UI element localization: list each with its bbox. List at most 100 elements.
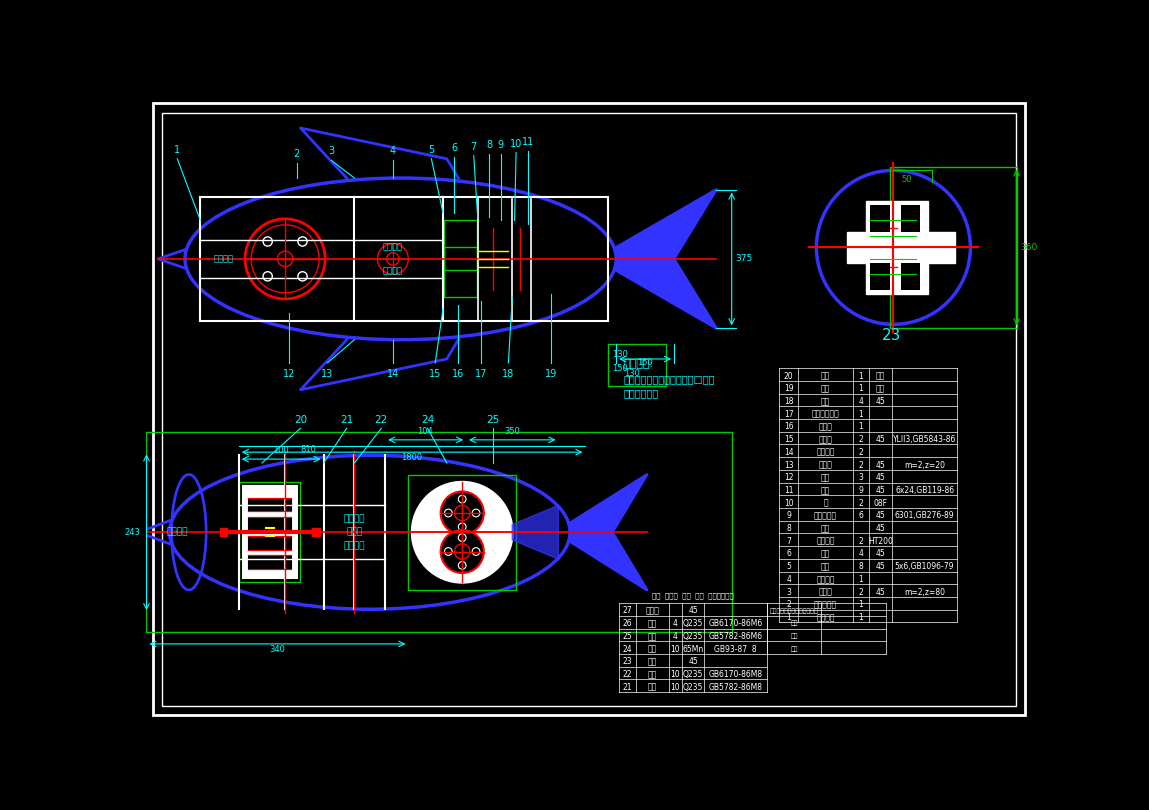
Text: 鱼体零件: 鱼体零件 xyxy=(817,613,835,622)
Text: 8: 8 xyxy=(858,562,863,571)
Text: 360: 360 xyxy=(1020,243,1038,252)
Bar xyxy=(248,497,291,511)
Text: 2: 2 xyxy=(858,587,863,597)
Text: 22: 22 xyxy=(623,670,632,679)
Text: 25: 25 xyxy=(486,415,500,425)
Text: 150: 150 xyxy=(638,358,653,367)
Text: 1: 1 xyxy=(175,145,180,155)
Text: 5x6,GB1096-79: 5x6,GB1096-79 xyxy=(895,562,955,571)
Text: 17: 17 xyxy=(784,410,794,419)
Text: 45: 45 xyxy=(876,511,885,520)
Text: 简应: 简应 xyxy=(822,549,831,558)
Text: 虫层: 虫层 xyxy=(648,619,657,629)
Text: 7: 7 xyxy=(786,537,792,546)
Text: 26: 26 xyxy=(623,619,633,629)
Polygon shape xyxy=(512,505,558,559)
Bar xyxy=(408,475,516,590)
Text: 小齿轮: 小齿轮 xyxy=(819,461,833,470)
Text: 13: 13 xyxy=(784,461,794,470)
Text: 45: 45 xyxy=(876,587,885,597)
Text: 20: 20 xyxy=(784,372,794,381)
Text: 150: 150 xyxy=(612,364,629,373)
Circle shape xyxy=(472,548,480,556)
Text: 5: 5 xyxy=(429,145,434,155)
Text: 11: 11 xyxy=(522,137,534,147)
Text: 12: 12 xyxy=(283,369,295,379)
Text: 灵铁随气: 灵铁随气 xyxy=(817,537,835,546)
Text: 45: 45 xyxy=(688,657,699,667)
Text: 810: 810 xyxy=(300,446,316,454)
Text: 12: 12 xyxy=(784,473,794,482)
Bar xyxy=(609,343,666,386)
Text: 铸铁: 铸铁 xyxy=(876,384,885,394)
Text: 243: 243 xyxy=(125,528,140,537)
Text: 重量: 重量 xyxy=(791,646,797,652)
Text: 1: 1 xyxy=(858,423,863,432)
Text: 9: 9 xyxy=(498,140,503,151)
Text: Q235: Q235 xyxy=(683,670,703,679)
Text: 19: 19 xyxy=(784,384,794,394)
Text: 封圈处行密封: 封圈处行密封 xyxy=(624,388,660,398)
Circle shape xyxy=(440,492,484,535)
Text: 6: 6 xyxy=(786,549,792,558)
Text: 45: 45 xyxy=(876,397,885,406)
Bar xyxy=(901,205,920,232)
Text: 10: 10 xyxy=(671,670,680,679)
Text: 350: 350 xyxy=(504,427,520,436)
Text: Q235: Q235 xyxy=(683,619,703,629)
Text: 6301,GB276-89: 6301,GB276-89 xyxy=(895,511,955,520)
Text: 齿輪: 齿輪 xyxy=(822,486,831,495)
Text: 25: 25 xyxy=(623,632,633,641)
Text: 45: 45 xyxy=(876,562,885,571)
Text: 10: 10 xyxy=(510,139,523,149)
Text: 15: 15 xyxy=(784,435,794,444)
Text: 大齿轮: 大齿轮 xyxy=(819,587,833,597)
Text: 铸铁: 铸铁 xyxy=(876,372,885,381)
Bar xyxy=(146,433,732,633)
Text: 104: 104 xyxy=(417,427,433,436)
Text: 65Mn: 65Mn xyxy=(683,645,704,654)
Bar xyxy=(313,528,319,536)
Text: 1: 1 xyxy=(858,410,863,419)
Text: 23: 23 xyxy=(623,657,633,667)
Text: 11: 11 xyxy=(784,486,794,495)
Text: 7: 7 xyxy=(471,142,477,151)
Text: 4: 4 xyxy=(673,619,678,629)
Bar xyxy=(889,167,1017,328)
Bar xyxy=(248,556,291,569)
Text: 活颈: 活颈 xyxy=(822,397,831,406)
Bar xyxy=(901,262,920,290)
Text: 23: 23 xyxy=(881,328,901,343)
Text: 婿媇器: 婿媇器 xyxy=(819,435,833,444)
Text: YLII3,GB5843-86: YLII3,GB5843-86 xyxy=(893,435,956,444)
Bar xyxy=(870,262,889,290)
Circle shape xyxy=(472,509,480,517)
Text: 8: 8 xyxy=(786,524,791,533)
Bar xyxy=(870,205,889,232)
Text: 4: 4 xyxy=(390,147,396,156)
Text: 45: 45 xyxy=(876,486,885,495)
Text: m=2,z=80: m=2,z=80 xyxy=(904,587,946,597)
Text: 5: 5 xyxy=(786,562,792,571)
Text: 2: 2 xyxy=(858,499,863,508)
Text: GB6170-86M8: GB6170-86M8 xyxy=(709,670,763,679)
Text: 鱼体连接轴: 鱼体连接轴 xyxy=(815,600,838,609)
Text: 4: 4 xyxy=(673,632,678,641)
Text: 鱼体配重: 鱼体配重 xyxy=(214,254,233,263)
Text: 1: 1 xyxy=(786,613,791,622)
Text: 45: 45 xyxy=(876,549,885,558)
Text: 2: 2 xyxy=(858,435,863,444)
Circle shape xyxy=(440,530,484,573)
Bar xyxy=(248,536,291,550)
Text: 375: 375 xyxy=(735,254,753,263)
Text: 16: 16 xyxy=(784,423,794,432)
Text: 尾色: 尾色 xyxy=(822,384,831,394)
Text: 件数: 件数 xyxy=(791,633,797,639)
Text: 螺母: 螺母 xyxy=(648,683,657,692)
Text: 深沟球轴承: 深沟球轴承 xyxy=(815,511,838,520)
Text: 14: 14 xyxy=(784,448,794,457)
Text: 1800: 1800 xyxy=(402,453,423,462)
Bar xyxy=(239,482,301,582)
Text: 3: 3 xyxy=(786,587,792,597)
Text: 2: 2 xyxy=(858,461,863,470)
